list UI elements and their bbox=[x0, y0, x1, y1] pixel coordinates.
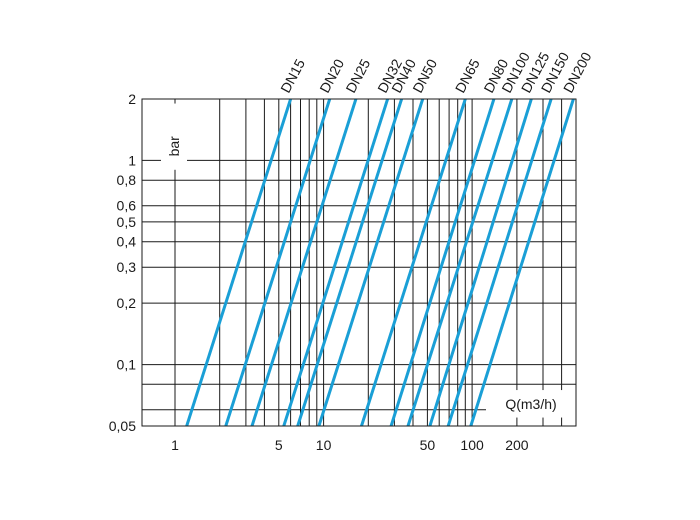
series-label-dn15: DN15 bbox=[277, 56, 308, 95]
y-axis-label: bar bbox=[166, 136, 182, 157]
x-tick-label: 10 bbox=[316, 437, 332, 453]
xlabel-background bbox=[486, 390, 576, 418]
y-tick-label: 0,6 bbox=[117, 198, 137, 214]
series-label-dn20: DN20 bbox=[316, 56, 347, 95]
series-line-dn80 bbox=[389, 99, 496, 426]
series-line-dn65 bbox=[360, 99, 467, 426]
grid-lines bbox=[142, 98, 577, 427]
x-tick-label: 50 bbox=[420, 437, 436, 453]
series-label-dn65: DN65 bbox=[452, 56, 483, 95]
y-tick-label: 0,3 bbox=[117, 259, 137, 275]
y-tick-label: 0,1 bbox=[117, 357, 137, 373]
plot-frame bbox=[141, 98, 577, 427]
x-tick-label: 1 bbox=[171, 437, 179, 453]
series-label-dn25: DN25 bbox=[342, 56, 373, 95]
y-tick-label: 0,2 bbox=[117, 295, 137, 311]
series-line-dn125 bbox=[428, 99, 533, 426]
x-tick-label: 200 bbox=[505, 437, 529, 453]
x-axis-label: Q(m3/h) bbox=[505, 396, 556, 412]
series-line-dn20 bbox=[224, 99, 332, 426]
y-tick-label: 2 bbox=[128, 91, 136, 107]
ylabel-background bbox=[161, 103, 187, 170]
x-tick-label: 5 bbox=[275, 437, 283, 453]
axis-labels: 2 1 0,8 0,60,5 0,4 0,3 0,2 0,1 0,05 1 5 10 50 100 200 b… bbox=[109, 91, 576, 453]
series-line-dn15 bbox=[185, 99, 293, 426]
y-tick-label: 1 bbox=[128, 152, 136, 168]
series-line-dn150 bbox=[446, 99, 553, 426]
y-tick-label: 0,4 bbox=[117, 234, 137, 250]
y-tick-label: 0,8 bbox=[117, 172, 137, 188]
y-tick-label: 0,05 bbox=[109, 418, 136, 434]
y-tick-label: 0,5 bbox=[117, 214, 137, 230]
series-line-dn50 bbox=[317, 99, 425, 426]
series-line-dn200 bbox=[469, 99, 575, 426]
x-tick-label: 100 bbox=[460, 437, 484, 453]
series-line-dn25 bbox=[250, 99, 358, 426]
series-line-dn32 bbox=[282, 99, 390, 426]
series-line-dn100 bbox=[406, 99, 514, 426]
series-line-dn40 bbox=[296, 99, 404, 426]
series-lines bbox=[185, 99, 575, 426]
